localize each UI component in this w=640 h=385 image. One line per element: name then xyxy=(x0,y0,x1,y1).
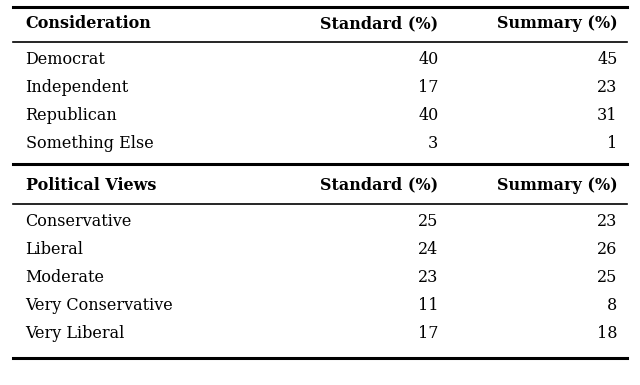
Text: 26: 26 xyxy=(597,241,618,258)
Text: 1: 1 xyxy=(607,134,618,152)
Text: 25: 25 xyxy=(597,270,618,286)
Text: 31: 31 xyxy=(597,107,618,124)
Text: Summary (%): Summary (%) xyxy=(497,15,618,32)
Text: Summary (%): Summary (%) xyxy=(497,176,618,194)
Text: 23: 23 xyxy=(597,214,618,231)
Text: Liberal: Liberal xyxy=(26,241,84,258)
Text: 23: 23 xyxy=(597,79,618,95)
Text: 17: 17 xyxy=(418,325,438,343)
Text: Very Conservative: Very Conservative xyxy=(26,298,173,315)
Text: Conservative: Conservative xyxy=(26,214,132,231)
Text: 23: 23 xyxy=(418,270,438,286)
Text: 8: 8 xyxy=(607,298,618,315)
Text: 17: 17 xyxy=(418,79,438,95)
Text: Standard (%): Standard (%) xyxy=(320,15,438,32)
Text: 40: 40 xyxy=(418,107,438,124)
Text: 40: 40 xyxy=(418,50,438,67)
Text: Independent: Independent xyxy=(26,79,129,95)
Text: 11: 11 xyxy=(418,298,438,315)
Text: 24: 24 xyxy=(418,241,438,258)
Text: 25: 25 xyxy=(418,214,438,231)
Text: Democrat: Democrat xyxy=(26,50,106,67)
Text: 3: 3 xyxy=(428,134,438,152)
Text: 18: 18 xyxy=(597,325,618,343)
Text: Political Views: Political Views xyxy=(26,176,156,194)
Text: Standard (%): Standard (%) xyxy=(320,176,438,194)
Text: Moderate: Moderate xyxy=(26,270,104,286)
Text: Something Else: Something Else xyxy=(26,134,154,152)
Text: Republican: Republican xyxy=(26,107,117,124)
Text: 45: 45 xyxy=(597,50,618,67)
Text: Very Liberal: Very Liberal xyxy=(26,325,125,343)
Text: Consideration: Consideration xyxy=(26,15,152,32)
